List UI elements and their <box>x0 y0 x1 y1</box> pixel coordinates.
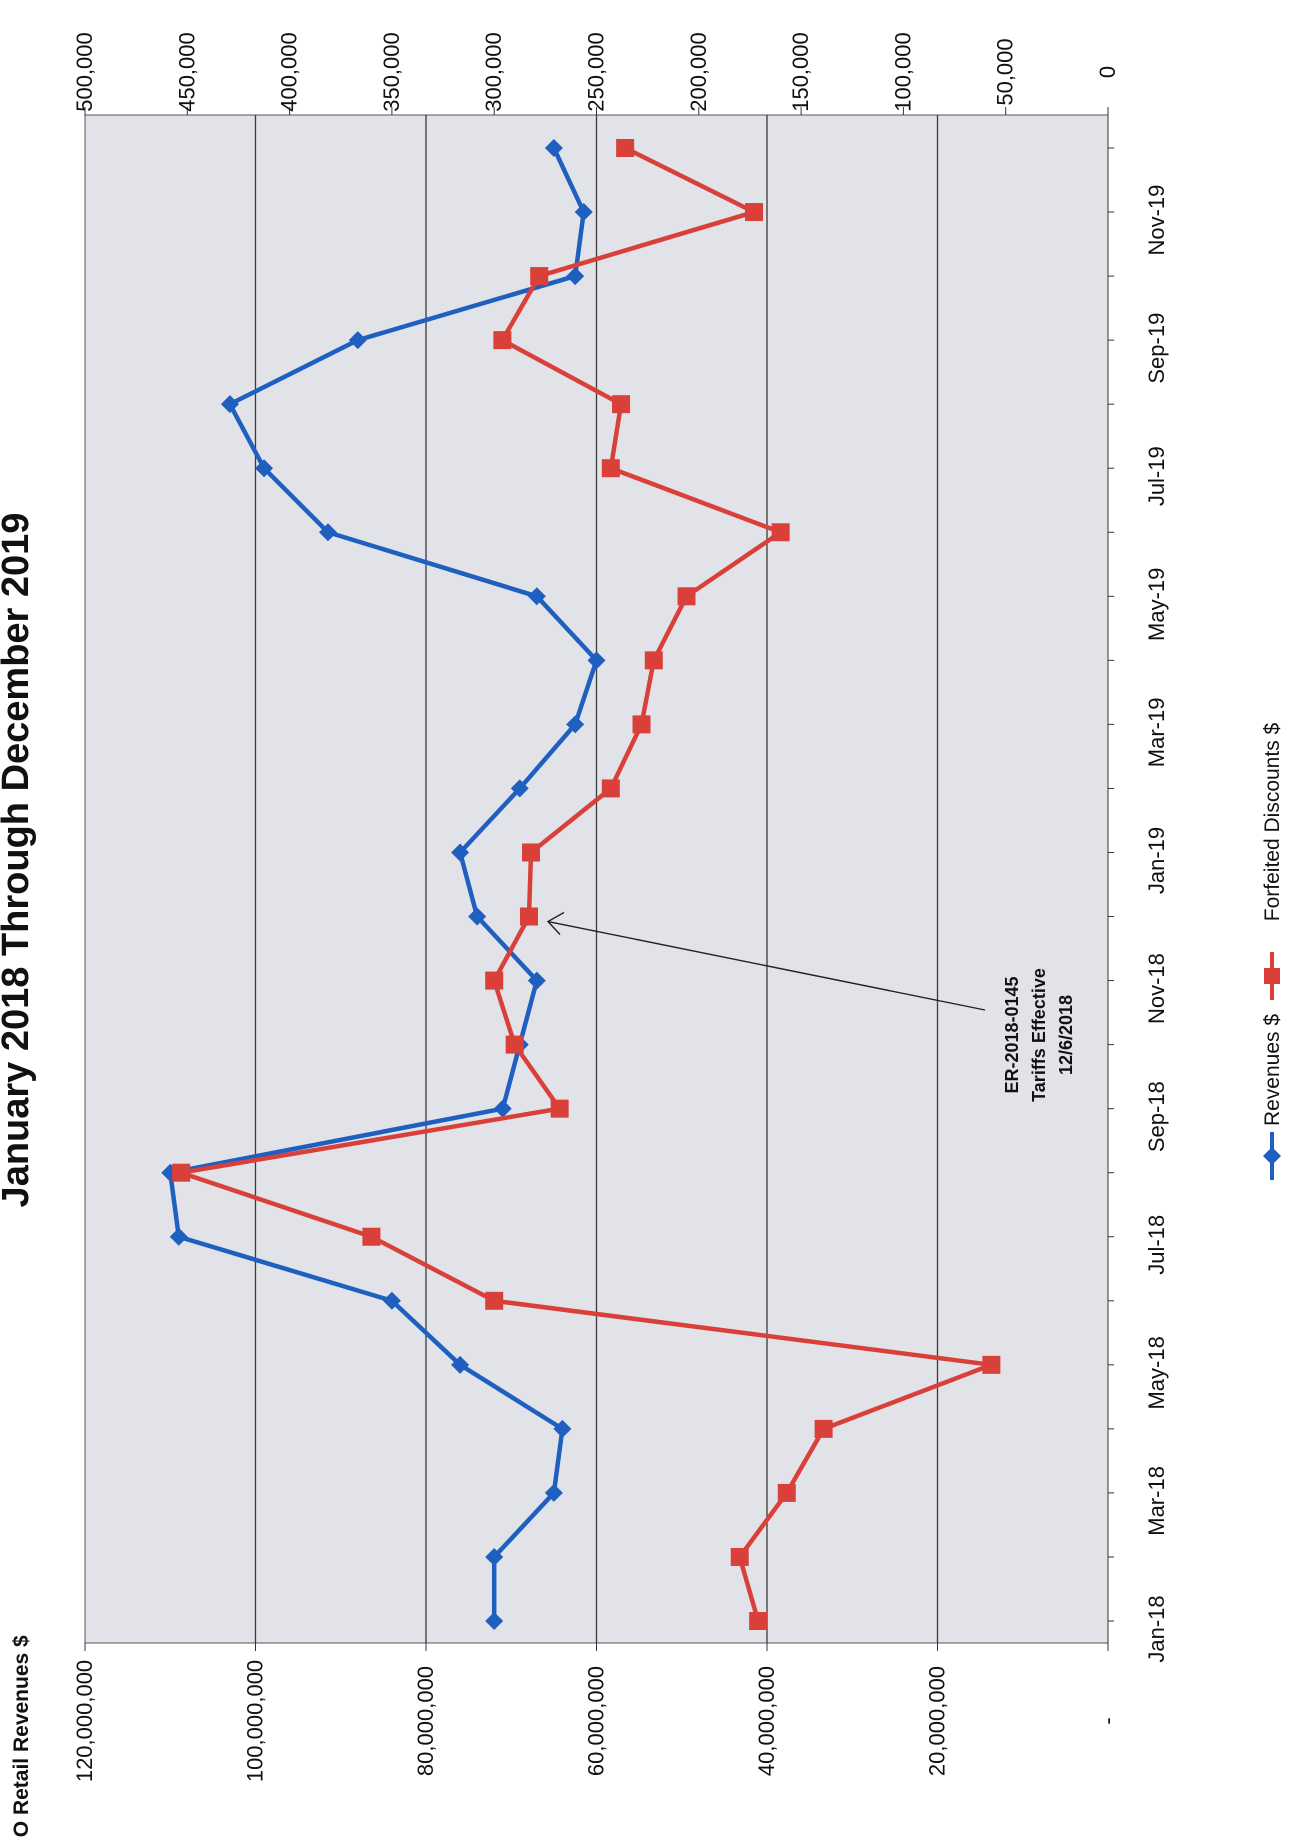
category-tick-label: Jan-18 <box>1144 1595 1169 1662</box>
data-point <box>493 1099 512 1118</box>
data-point <box>169 1227 188 1246</box>
primary-tick-label: 80,000,000 <box>413 1666 438 1776</box>
data-point <box>348 331 367 350</box>
secondary-tick-label: 250,000 <box>584 32 609 112</box>
legend-label-forfeited: Forfeited Discounts $ <box>1261 722 1284 921</box>
category-tick-label: Jul-18 <box>1144 1215 1169 1275</box>
primary-tick-label: 20,000,000 <box>925 1666 950 1776</box>
annotation: ER-2018-0145 Tariffs Effective 12/6/2018 <box>546 911 1076 1102</box>
data-point <box>519 907 538 926</box>
data-point <box>982 1355 1001 1374</box>
secondary-tick-label: 0 <box>1095 66 1120 78</box>
data-point <box>677 587 696 606</box>
primary-tick-label: 60,000,000 <box>584 1666 609 1776</box>
secondary-tick-label: 350,000 <box>379 32 404 112</box>
series-line <box>168 147 599 1621</box>
data-point <box>485 1291 504 1310</box>
legend-label-revenues: Revenues $ <box>1261 1014 1284 1126</box>
series-revenues <box>161 139 606 1630</box>
category-tick-label: Mar-18 <box>1144 1466 1169 1536</box>
secondary-tick-label: 200,000 <box>686 32 711 112</box>
data-point <box>601 779 620 798</box>
chart-title: January 2018 Through December 2019 <box>0 513 37 1208</box>
data-point <box>550 1099 569 1118</box>
data-point <box>566 267 585 286</box>
data-point <box>632 715 651 734</box>
data-point <box>544 139 563 157</box>
data-point <box>485 971 504 990</box>
data-point <box>362 1227 381 1246</box>
data-point <box>814 1419 833 1438</box>
annotation-text: Tariffs Effective <box>1029 968 1049 1102</box>
category-tick-label: May-18 <box>1144 1336 1169 1409</box>
data-point <box>771 523 790 542</box>
axis-ticks: - 20,000,000 40,000,000 60,000,000 80,000,00… <box>72 32 1169 1782</box>
data-point <box>587 651 606 670</box>
data-point <box>777 1483 796 1502</box>
primary-tick-label: 40,000,000 <box>754 1666 779 1776</box>
category-tick-label: Mar-19 <box>1144 698 1169 768</box>
data-point <box>730 1547 749 1566</box>
data-point <box>527 587 546 606</box>
category-tick-label: Jan-19 <box>1144 827 1169 894</box>
data-point <box>612 395 631 414</box>
series-line <box>178 145 994 1622</box>
primary-axis-title: MO Retail Revenues $ <box>10 1635 33 1837</box>
titles: MO Retail Revenues $ January 2018 Through… <box>0 513 37 1837</box>
data-point <box>527 971 546 990</box>
data-point <box>616 139 635 157</box>
data-point <box>510 779 529 798</box>
data-point <box>522 843 541 862</box>
category-tick-label: May-19 <box>1144 568 1169 641</box>
category-tick-label: Sep-19 <box>1144 313 1169 384</box>
secondary-tick-label: 400,000 <box>277 32 302 112</box>
primary-tick-label: 120,000,000 <box>72 1660 97 1782</box>
category-tick-label: Nov-19 <box>1144 185 1169 256</box>
data-point <box>451 843 470 862</box>
data-point <box>451 1355 470 1374</box>
category-tick-label: Nov-18 <box>1144 953 1169 1024</box>
data-point <box>553 1419 572 1438</box>
data-point <box>318 523 337 542</box>
data-point <box>382 1291 401 1310</box>
data-point <box>574 203 593 222</box>
data-point <box>220 395 239 414</box>
data-point <box>172 1163 191 1182</box>
data-point <box>544 1483 563 1502</box>
legend: Revenues $ Forfeited Discounts $ <box>1261 722 1284 1180</box>
secondary-tick-label: 500,000 <box>72 32 97 112</box>
legend-marker-revenues <box>1263 1147 1281 1165</box>
series-layer <box>161 139 1001 1630</box>
data-point <box>493 331 512 350</box>
primary-tick-label: - <box>1095 1717 1120 1724</box>
annotation-text: ER-2018-0145 <box>1002 976 1022 1093</box>
secondary-tick-label: 50,000 <box>993 38 1018 105</box>
data-point <box>485 1547 504 1566</box>
primary-tick-label: 100,000,000 <box>243 1660 268 1782</box>
data-point <box>485 1612 504 1630</box>
data-point <box>530 267 549 286</box>
secondary-tick-label: 300,000 <box>481 32 506 112</box>
annotation-text: 12/6/2018 <box>1056 995 1076 1075</box>
data-point <box>566 715 585 734</box>
gridlines <box>254 115 939 1643</box>
annotation-arrowhead <box>546 911 565 935</box>
data-point <box>468 907 487 926</box>
data-point <box>745 203 764 222</box>
data-point <box>505 1035 524 1054</box>
secondary-tick-label: 150,000 <box>788 32 813 112</box>
secondary-tick-label: 100,000 <box>890 32 915 112</box>
data-point <box>601 459 620 478</box>
data-point <box>749 1612 768 1630</box>
secondary-tick-label: 450,000 <box>174 32 199 112</box>
data-point <box>644 651 663 670</box>
data-point <box>255 459 274 478</box>
legend-marker-forfeited <box>1264 968 1280 984</box>
annotation-arrow <box>547 920 986 1011</box>
category-tick-label: Sep-18 <box>1144 1081 1169 1152</box>
series-forfeited-discounts <box>172 139 1001 1630</box>
category-tick-label: Jul-19 <box>1144 446 1169 506</box>
